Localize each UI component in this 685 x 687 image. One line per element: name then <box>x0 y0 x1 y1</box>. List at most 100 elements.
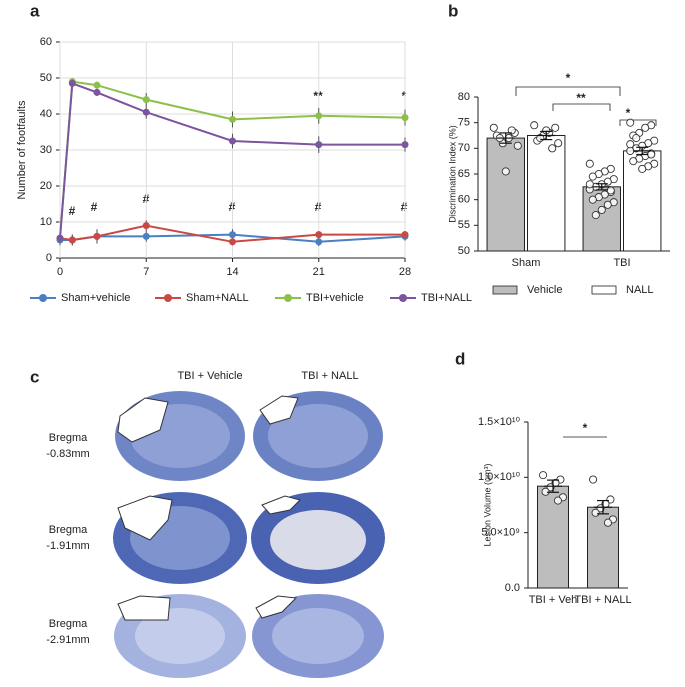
bar <box>537 485 569 589</box>
point <box>229 115 236 123</box>
significance-brackets <box>515 86 657 126</box>
brain-section <box>251 492 385 584</box>
point <box>93 232 101 240</box>
y-tick-label: 5.0×10⁹ <box>481 527 520 539</box>
x-tick-label: Sham <box>512 257 541 269</box>
point <box>93 81 101 89</box>
data-point <box>554 139 563 148</box>
point <box>142 222 150 230</box>
annotation: ** <box>576 91 586 105</box>
data-point <box>629 157 638 166</box>
data-point <box>626 140 635 149</box>
data-point <box>641 123 650 132</box>
y-tick-label: 0.0 <box>505 582 520 594</box>
point <box>229 238 236 246</box>
data-point <box>585 180 594 189</box>
data-point <box>647 150 656 159</box>
panel-letter: d <box>455 349 465 368</box>
point <box>142 232 150 240</box>
data-point <box>603 200 612 209</box>
legend-label: Vehicle <box>527 284 562 296</box>
y-tick-label: 60 <box>40 36 52 48</box>
point <box>315 238 323 246</box>
y-tick-label: 55 <box>458 219 470 231</box>
y-tick-label: 70 <box>458 142 470 154</box>
legend-swatch <box>591 285 617 295</box>
data-point <box>530 121 539 130</box>
y-axis-label: Discrimination Index (%) <box>447 125 457 223</box>
x-tick-label: 21 <box>313 266 325 278</box>
y-tick-label: 0 <box>46 252 52 264</box>
data-point <box>596 504 605 513</box>
point <box>229 231 236 239</box>
column-header: TBI + Vehicle <box>177 370 242 382</box>
data-point <box>546 483 555 492</box>
brain-section <box>114 594 246 678</box>
legend-swatch <box>284 294 292 302</box>
x-tick-label: TBI + Veh <box>529 594 578 606</box>
data-point <box>626 118 635 127</box>
y-tick-label: 50 <box>40 72 52 84</box>
y-tick-label: 10 <box>40 216 52 228</box>
x-tick-label: TBI + NALL <box>574 594 631 606</box>
annotation: # <box>401 200 408 214</box>
column-header: TBI + NALL <box>301 370 358 382</box>
annotation: * <box>626 106 631 120</box>
panel-letter: a <box>30 1 40 20</box>
y-tick-label: 60 <box>458 194 470 206</box>
legend-swatch <box>39 294 47 302</box>
data-point <box>539 471 548 480</box>
point <box>401 231 409 239</box>
bracket <box>515 86 621 96</box>
point <box>142 108 150 116</box>
x-tick-label: 14 <box>226 266 238 278</box>
data-point <box>638 164 647 173</box>
legend-label: Sham+vehicle <box>61 292 130 304</box>
annotation: * <box>583 421 588 435</box>
data-point <box>591 211 600 220</box>
row-label: Bregma <box>49 432 88 444</box>
data-point <box>606 495 615 504</box>
point <box>142 96 150 104</box>
y-tick-label: 75 <box>458 117 470 129</box>
legend-label: NALL <box>626 284 654 296</box>
point <box>93 88 101 96</box>
panel-letter: c <box>30 367 39 386</box>
data-point <box>551 123 560 132</box>
annotation: ** <box>313 89 323 103</box>
data-point <box>626 146 635 155</box>
x-tick-label: 28 <box>399 266 411 278</box>
y-axis-label: Lesion Volume (um³) <box>482 463 492 546</box>
x-tick-label: 7 <box>143 266 149 278</box>
point <box>68 79 76 87</box>
data-point <box>489 123 498 132</box>
annotation: * <box>402 89 407 103</box>
y-tick-label: 30 <box>40 144 52 156</box>
data-point <box>588 195 597 204</box>
y-tick-label: 80 <box>458 91 470 103</box>
data-point <box>589 475 598 484</box>
y-tick-label: 20 <box>40 180 52 192</box>
point <box>68 236 76 244</box>
point <box>56 234 64 242</box>
row-label: -1.91mm <box>46 540 89 552</box>
point <box>315 141 323 149</box>
brain-section <box>113 492 247 584</box>
legend-label: TBI+vehicle <box>306 292 364 304</box>
point <box>315 112 323 120</box>
annotation: # <box>315 200 322 214</box>
y-tick-label: 40 <box>40 108 52 120</box>
data-point <box>548 144 557 153</box>
y-tick-label: 1.5×10¹⁰ <box>478 416 521 428</box>
data-point <box>588 172 597 181</box>
brain-section <box>252 594 384 678</box>
x-tick-label: 0 <box>57 266 63 278</box>
bracket <box>619 119 657 126</box>
row-label: -2.91mm <box>46 634 89 646</box>
data-point <box>507 126 516 135</box>
bracket <box>552 103 611 111</box>
y-tick-label: 1.0×10¹⁰ <box>478 471 521 483</box>
data-point <box>597 205 606 214</box>
annotation: * <box>566 71 571 85</box>
